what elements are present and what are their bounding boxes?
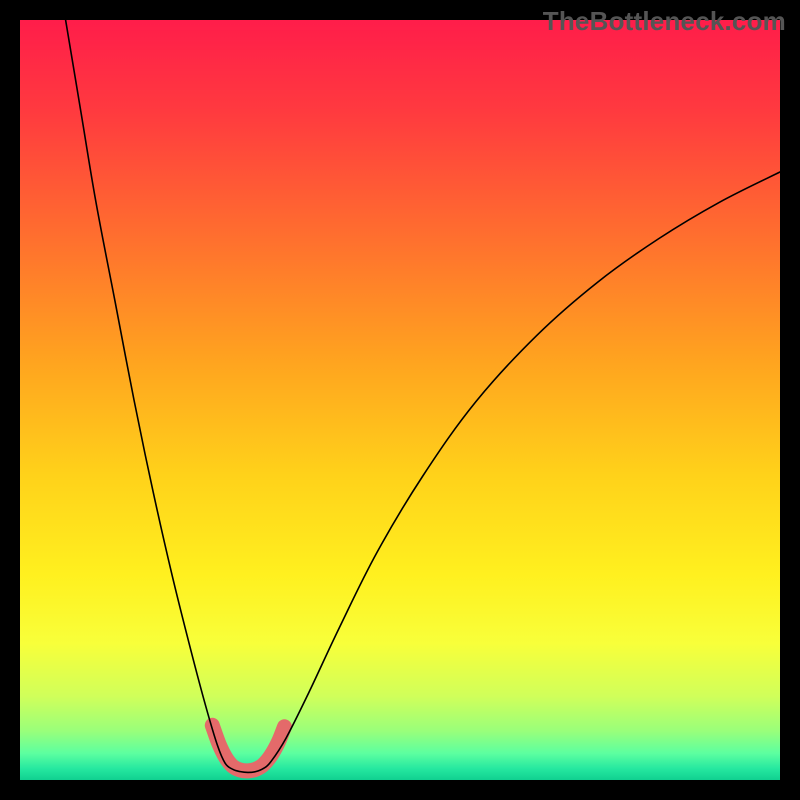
plot-area: [20, 20, 780, 780]
watermark-text: TheBottleneck.com: [543, 6, 786, 37]
frame: TheBottleneck.com: [0, 0, 800, 800]
chart-svg: [20, 20, 780, 780]
